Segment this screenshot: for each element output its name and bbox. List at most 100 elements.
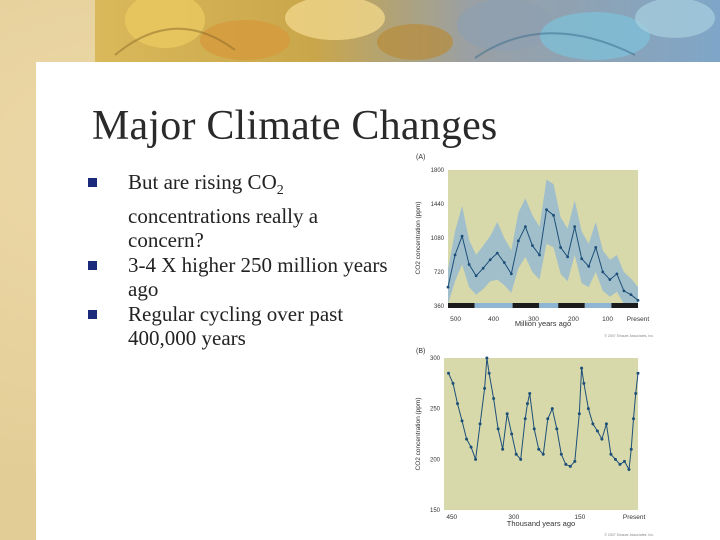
geologic-period-bar bbox=[611, 303, 638, 308]
geologic-period-bar bbox=[448, 303, 475, 308]
bullet-subscript: 2 bbox=[276, 183, 284, 199]
chart-b: (B) CO2 concentration (ppm) Thousand yea… bbox=[415, 348, 654, 537]
bullet-list: But are rising CO2 concentrations really… bbox=[88, 170, 388, 351]
y-tick-label: 720 bbox=[434, 270, 445, 276]
data-point bbox=[523, 417, 527, 421]
uncertainty-band bbox=[448, 179, 638, 308]
bullet-text-continued: concentrations really a concern? bbox=[128, 203, 319, 253]
y-tick-label: 1440 bbox=[431, 202, 445, 208]
chart-a-panel-label: (A) bbox=[416, 154, 425, 161]
bullet-item: 3-4 X higher 250 million years ago bbox=[88, 253, 388, 302]
data-point bbox=[528, 391, 532, 395]
data-point bbox=[541, 452, 545, 456]
x-tick-label: 400 bbox=[488, 316, 499, 323]
data-point bbox=[478, 422, 482, 426]
data-point bbox=[538, 253, 541, 257]
bullet-text: But are rising CO bbox=[128, 170, 277, 194]
chart-a-ylabel: CO2 concentration (ppm) bbox=[415, 202, 422, 275]
data-point bbox=[591, 422, 595, 426]
square-bullet-icon bbox=[88, 309, 97, 319]
data-point bbox=[474, 274, 478, 278]
data-point bbox=[516, 239, 520, 243]
data-point bbox=[636, 371, 640, 375]
x-tick-label: 300 bbox=[528, 316, 539, 323]
x-tick-label: Present bbox=[623, 514, 646, 521]
data-point bbox=[488, 258, 492, 262]
data-point bbox=[622, 459, 626, 463]
bullet-text: Regular cycling over past 400,000 years bbox=[128, 301, 344, 351]
data-point bbox=[622, 289, 626, 293]
x-tick-label: 100 bbox=[602, 316, 613, 323]
data-point bbox=[460, 234, 464, 238]
data-point bbox=[604, 422, 608, 426]
data-point bbox=[467, 263, 471, 266]
data-point bbox=[546, 417, 550, 421]
chart-a-xlabel: Million years ago bbox=[515, 319, 571, 328]
data-point bbox=[552, 213, 555, 217]
data-point bbox=[502, 261, 506, 264]
data-point bbox=[514, 452, 518, 456]
data-point bbox=[618, 462, 622, 466]
data-point bbox=[510, 432, 514, 436]
bullet-item: But are rising CO2 concentrations really… bbox=[88, 170, 388, 253]
x-tick-label: 150 bbox=[574, 514, 585, 521]
chart-a: (A) CO2 concentration (ppm) Million year… bbox=[415, 154, 654, 338]
data-point bbox=[451, 381, 455, 385]
data-point bbox=[531, 244, 534, 247]
data-point bbox=[485, 356, 489, 360]
geologic-period-bar bbox=[512, 303, 540, 308]
data-point bbox=[615, 272, 619, 276]
chart-b-credit: © 2007 Sinauer Associates, Inc. bbox=[604, 533, 654, 537]
leaf-banner bbox=[95, 0, 720, 62]
data-point bbox=[505, 412, 509, 416]
data-point bbox=[580, 257, 584, 261]
data-point bbox=[545, 208, 548, 212]
chart-b-panel-label: (B) bbox=[416, 348, 425, 355]
data-point bbox=[495, 251, 499, 255]
chart-b-ylabel: CO2 concentration (ppm) bbox=[415, 398, 422, 471]
y-tick-label: 150 bbox=[430, 508, 441, 514]
data-point bbox=[519, 457, 523, 461]
data-point bbox=[564, 462, 568, 466]
data-point bbox=[537, 447, 541, 451]
data-point bbox=[613, 457, 617, 461]
bullet-item: Regular cycling over past 400,000 years bbox=[88, 302, 388, 351]
slide-title: Major Climate Changes bbox=[92, 103, 498, 149]
y-tick-label: 1800 bbox=[431, 168, 445, 174]
data-point bbox=[627, 467, 631, 471]
data-point bbox=[474, 457, 478, 461]
series-line bbox=[447, 208, 639, 301]
data-point bbox=[492, 397, 496, 401]
data-point bbox=[501, 447, 505, 451]
bullet-text: 3-4 X higher 250 million years ago bbox=[128, 252, 388, 302]
y-tick-label: 1080 bbox=[431, 236, 445, 242]
data-point bbox=[634, 391, 638, 395]
data-point bbox=[586, 407, 590, 411]
data-point bbox=[580, 366, 584, 370]
data-point bbox=[559, 452, 563, 456]
data-point bbox=[487, 371, 491, 375]
data-point bbox=[496, 427, 500, 431]
data-point bbox=[594, 246, 598, 249]
geologic-period-bar bbox=[558, 303, 585, 308]
y-tick-label: 250 bbox=[430, 407, 441, 413]
x-tick-label: 500 bbox=[450, 316, 461, 323]
data-point bbox=[524, 225, 527, 229]
data-point bbox=[636, 298, 640, 302]
data-point bbox=[446, 285, 450, 289]
data-point bbox=[601, 270, 605, 274]
data-point bbox=[629, 447, 633, 451]
data-point bbox=[629, 293, 633, 297]
data-point bbox=[559, 246, 562, 249]
geologic-period-bar bbox=[474, 303, 513, 308]
data-point bbox=[595, 429, 599, 433]
data-point bbox=[566, 255, 570, 259]
data-point bbox=[509, 272, 513, 276]
data-point bbox=[608, 278, 612, 281]
y-tick-label: 300 bbox=[430, 356, 441, 362]
x-tick-label: 300 bbox=[508, 514, 519, 521]
data-point bbox=[456, 402, 460, 406]
data-point bbox=[555, 427, 559, 431]
data-point bbox=[582, 381, 586, 385]
data-point bbox=[550, 407, 554, 411]
